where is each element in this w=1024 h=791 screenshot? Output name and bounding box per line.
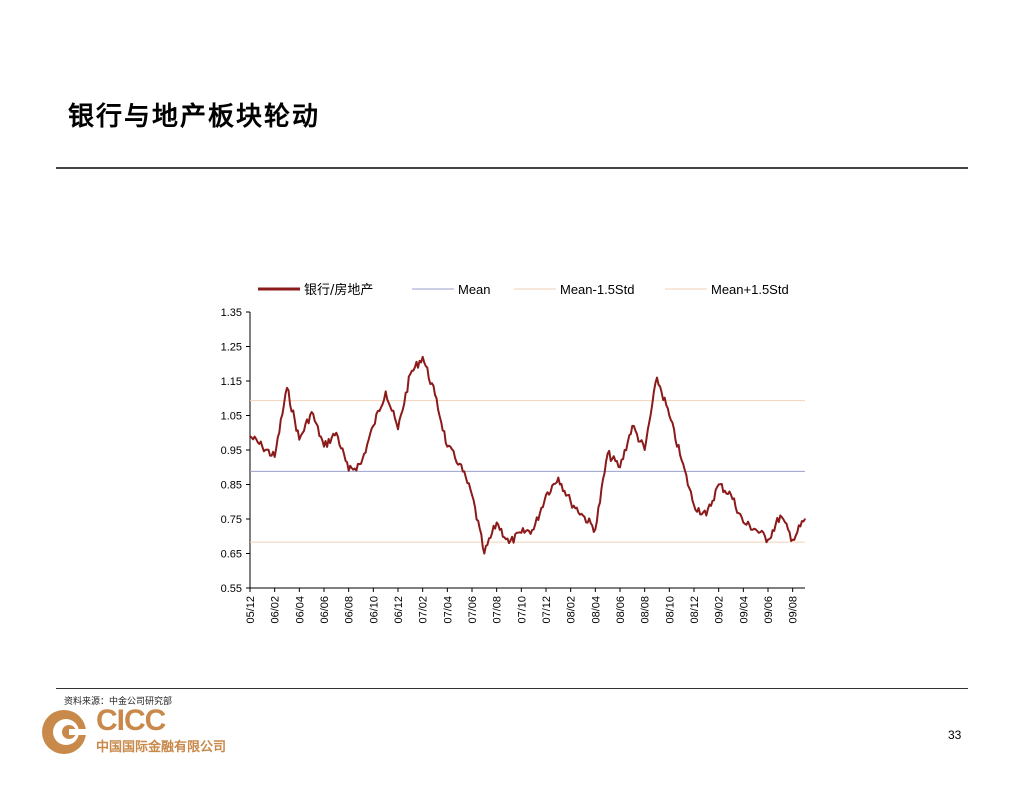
data-point bbox=[483, 552, 486, 555]
data-point bbox=[767, 538, 769, 541]
x-tick-label: 07/06 bbox=[467, 596, 479, 624]
data-point bbox=[310, 411, 313, 413]
source-note: 资料来源：中金公司研究部 bbox=[64, 697, 173, 707]
y-tick-label: 0.55 bbox=[221, 583, 242, 595]
y-tick-label: 0.65 bbox=[221, 549, 242, 561]
x-tick-label: 06/12 bbox=[393, 596, 405, 624]
y-tick-label: 0.75 bbox=[221, 514, 242, 526]
chart-legend: 银行/房地产 Mean Mean-1.5Std Mean+1.5Std bbox=[258, 282, 789, 298]
x-tick-label: 07/02 bbox=[418, 596, 430, 624]
data-point bbox=[705, 514, 708, 517]
data-point bbox=[495, 521, 498, 524]
title-divider bbox=[56, 167, 968, 169]
data-point bbox=[569, 501, 572, 503]
y-tick-label: 1.05 bbox=[221, 411, 242, 423]
data-point bbox=[508, 542, 510, 544]
x-tick-label: 09/08 bbox=[788, 596, 800, 624]
page-title: 银行与地产板块轮动 bbox=[68, 102, 321, 132]
x-tick-label: 06/08 bbox=[344, 596, 356, 624]
x-tick-label: 08/02 bbox=[566, 596, 578, 624]
y-tick-label: 0.85 bbox=[221, 480, 242, 492]
data-point bbox=[668, 414, 671, 417]
data-point bbox=[384, 390, 387, 393]
data-point bbox=[631, 425, 634, 427]
logo-wordmark: CICC bbox=[96, 704, 166, 737]
data-point bbox=[298, 438, 301, 441]
x-tick-label: 08/10 bbox=[664, 596, 676, 624]
y-tick-label: 1.35 bbox=[221, 307, 242, 319]
x-tick-label: 08/04 bbox=[590, 596, 602, 624]
x-tick-label: 08/12 bbox=[689, 596, 701, 624]
data-point bbox=[286, 387, 288, 389]
y-tick-label: 1.15 bbox=[221, 376, 242, 388]
data-point bbox=[471, 494, 473, 496]
x-tick-label: 06/04 bbox=[294, 596, 306, 624]
series-line-bank-property bbox=[249, 355, 806, 555]
data-point bbox=[742, 521, 745, 524]
data-point bbox=[458, 463, 461, 465]
data-point bbox=[594, 528, 597, 531]
x-tick-label: 07/10 bbox=[516, 596, 528, 624]
data-point bbox=[545, 494, 547, 496]
x-tick-label: 05/12 bbox=[245, 596, 257, 624]
x-tick-label: 07/04 bbox=[442, 596, 454, 624]
x-tick-label: 06/10 bbox=[368, 596, 380, 624]
data-point bbox=[582, 514, 584, 517]
chart-lines bbox=[249, 355, 806, 555]
cicc-logo-mark-icon bbox=[42, 710, 88, 754]
data-point bbox=[520, 532, 523, 534]
data-point bbox=[323, 445, 325, 448]
data-point bbox=[273, 456, 276, 458]
x-tick-label: 09/02 bbox=[714, 596, 726, 624]
page-number: 33 bbox=[948, 728, 962, 742]
data-point bbox=[397, 428, 399, 431]
x-tick-label: 09/06 bbox=[763, 596, 775, 624]
x-tick-label: 08/06 bbox=[615, 596, 627, 624]
data-point bbox=[249, 435, 251, 438]
footer-divider bbox=[56, 688, 968, 689]
y-tick-label: 0.95 bbox=[221, 445, 242, 457]
data-point bbox=[421, 356, 424, 358]
chart-axes: 1.35 1.25 1.15 1.05 0.95 0.85 0.75 0.65 0.5505/1… bbox=[221, 307, 805, 624]
x-tick-label: 06/02 bbox=[270, 596, 282, 624]
x-tick-label: 09/04 bbox=[738, 596, 750, 624]
legend-label: Mean-1.5Std bbox=[560, 282, 634, 297]
x-tick-label: 08/08 bbox=[640, 596, 652, 624]
data-point bbox=[372, 425, 375, 427]
data-point bbox=[680, 459, 683, 462]
x-tick-label: 07/08 bbox=[492, 596, 504, 624]
x-tick-label: 06/06 bbox=[319, 596, 331, 624]
legend-label: Mean+1.5Std bbox=[711, 282, 789, 297]
data-point bbox=[557, 476, 560, 479]
data-point bbox=[693, 504, 695, 507]
y-tick-label: 1.25 bbox=[221, 342, 242, 354]
data-point bbox=[779, 514, 782, 517]
data-point bbox=[619, 466, 621, 469]
data-point bbox=[730, 494, 732, 496]
legend-label: Mean bbox=[458, 282, 491, 297]
data-point bbox=[261, 445, 264, 448]
data-point bbox=[804, 518, 806, 520]
data-point bbox=[434, 394, 436, 396]
data-point bbox=[754, 528, 757, 531]
data-point bbox=[360, 463, 362, 465]
data-point bbox=[335, 432, 338, 434]
data-point bbox=[532, 528, 535, 531]
data-point bbox=[717, 483, 720, 486]
data-point bbox=[606, 452, 609, 455]
data-point bbox=[347, 469, 350, 472]
legend-label: 银行/房地产 bbox=[304, 282, 373, 298]
logo-subtitle: 中国国际金融有限公司 bbox=[96, 740, 227, 755]
x-tick-label: 07/12 bbox=[541, 596, 553, 624]
cicc-logo: CICC 中国国际金融有限公司 bbox=[40, 704, 260, 756]
data-point bbox=[791, 538, 794, 541]
data-point bbox=[446, 445, 449, 448]
data-point bbox=[643, 449, 646, 451]
data-point bbox=[409, 373, 412, 375]
data-point bbox=[656, 376, 658, 379]
